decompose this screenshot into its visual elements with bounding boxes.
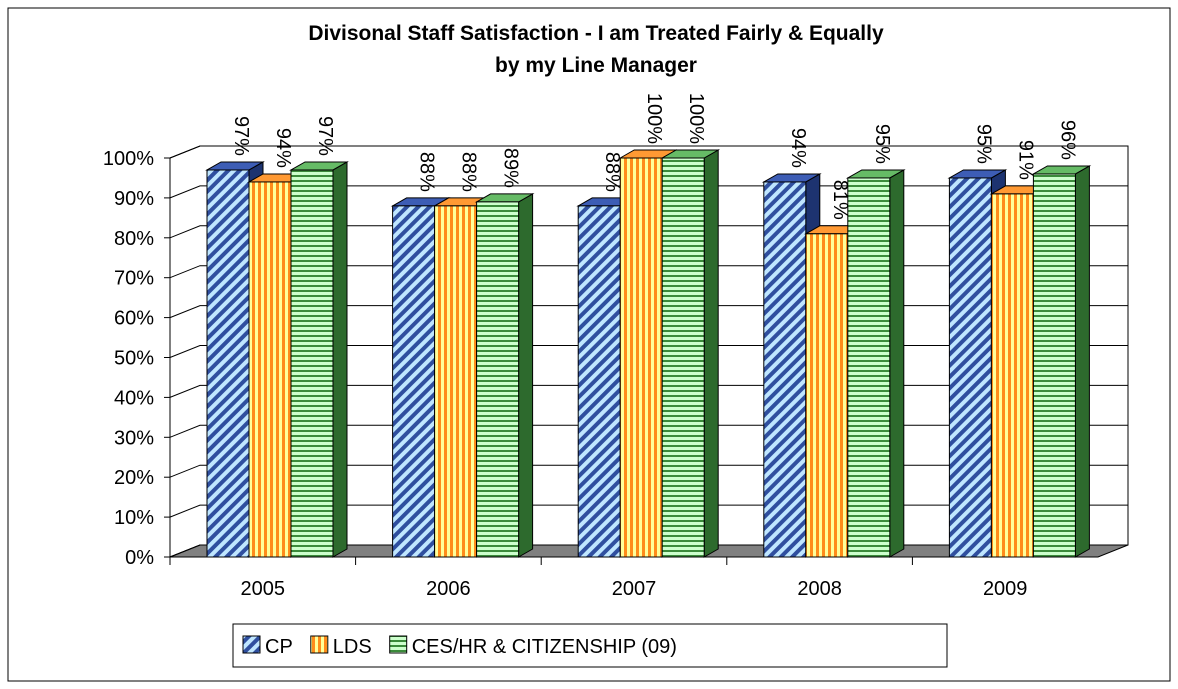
bar: [289, 161, 349, 558]
bar: [474, 193, 535, 558]
legend-label: LDS: [333, 636, 372, 658]
data-label: 95%: [972, 124, 994, 164]
data-label: 94%: [787, 128, 809, 168]
y-tick-label: 100%: [103, 148, 154, 170]
legend-swatch: [242, 635, 261, 654]
data-label: 100%: [643, 93, 665, 144]
data-label: 88%: [601, 152, 623, 192]
bar: [1031, 165, 1092, 558]
x-tick-label: 2006: [426, 578, 471, 600]
data-label: 81%: [829, 180, 851, 220]
legend-label: CES/HR & CITIZENSHIP (09): [412, 636, 677, 658]
data-label: 97%: [230, 116, 252, 156]
y-tick-label: 70%: [114, 268, 154, 290]
data-label: 89%: [500, 148, 522, 188]
legend-swatch: [389, 635, 408, 654]
y-tick-label: 30%: [114, 427, 154, 449]
data-label: 100%: [685, 93, 707, 144]
bar: [947, 169, 1008, 558]
bar: [845, 169, 906, 558]
data-label: 88%: [416, 152, 438, 192]
data-label: 88%: [458, 152, 480, 192]
data-label: 96%: [1056, 120, 1078, 160]
y-tick-label: 80%: [114, 228, 154, 250]
y-tick-label: 90%: [114, 188, 154, 210]
data-label: 97%: [314, 116, 336, 156]
legend-swatch: [310, 635, 329, 654]
data-label: 94%: [272, 128, 294, 168]
y-tick-label: 20%: [114, 467, 154, 489]
x-tick-label: 2008: [797, 578, 842, 600]
y-tick-label: 50%: [114, 348, 154, 370]
y-tick-label: 0%: [125, 547, 154, 569]
bar: [660, 149, 721, 558]
data-label: 95%: [871, 124, 893, 164]
grid-line: [169, 145, 1128, 159]
chart-title: Divisonal Staff Satisfaction - I am Trea…: [308, 22, 884, 45]
x-tick-label: 2005: [241, 578, 286, 600]
chart-subtitle: by my Line Manager: [495, 54, 697, 77]
x-tick-label: 2009: [983, 578, 1028, 600]
legend-label: CP: [265, 636, 293, 658]
y-tick-label: 10%: [114, 507, 154, 529]
y-tick-label: 60%: [114, 308, 154, 330]
x-tick-label: 2007: [612, 578, 657, 600]
legend-box: [232, 623, 948, 668]
data-label: 91%: [1014, 140, 1036, 180]
y-tick-label: 40%: [114, 387, 154, 409]
